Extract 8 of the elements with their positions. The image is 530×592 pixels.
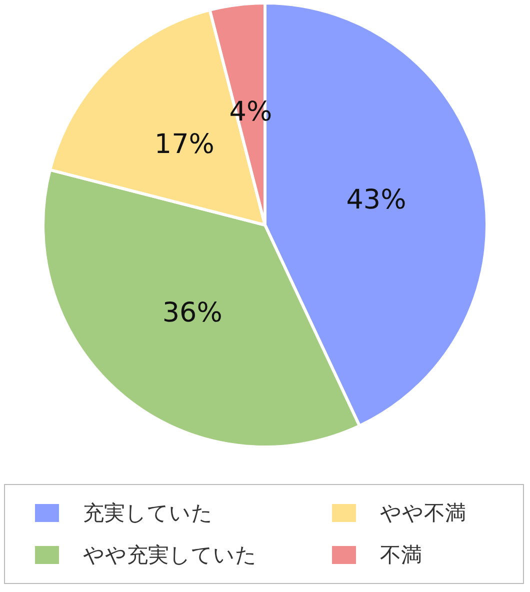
- legend-label: 不満: [380, 543, 422, 567]
- legend-label: やや充実していた: [83, 543, 257, 567]
- data-label: 43%: [346, 184, 406, 216]
- data-label: 4%: [229, 96, 272, 128]
- data-label: 17%: [154, 128, 214, 160]
- data-label: 36%: [162, 297, 222, 328]
- legend-label: 充実していた: [83, 501, 213, 525]
- legend-label: やや不満: [380, 501, 466, 525]
